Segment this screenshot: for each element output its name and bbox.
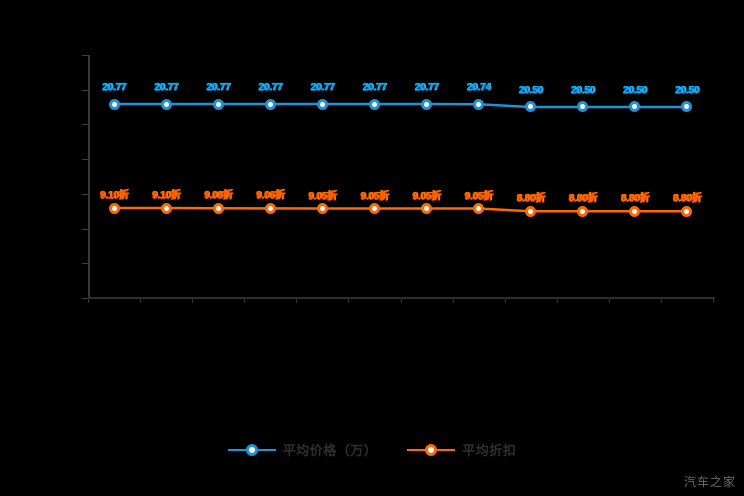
x-axis-tick [504, 299, 506, 303]
data-point-label: 20.77 [414, 82, 439, 93]
data-point-marker[interactable] [212, 98, 224, 110]
data-point-marker[interactable] [629, 101, 641, 113]
x-axis-tick [192, 299, 194, 303]
y-axis-tick [82, 55, 88, 56]
watermark: 汽车之家 [683, 475, 736, 489]
data-point-marker[interactable] [368, 98, 380, 110]
data-point-label: 8.80折 [672, 193, 702, 205]
data-point-marker[interactable] [681, 205, 693, 217]
y-axis-tick [82, 159, 88, 161]
legend-item-price[interactable]: 平均价格（万） [227, 440, 378, 459]
data-point-marker[interactable] [264, 202, 276, 214]
data-point-marker[interactable] [629, 205, 641, 217]
y-axis-tick [82, 263, 88, 265]
data-point-marker[interactable] [473, 98, 485, 110]
chart-legend: 平均价格（万） 平均折扣 [0, 440, 744, 459]
data-point-label: 20.74 [466, 82, 491, 94]
data-point-marker[interactable] [421, 203, 433, 215]
x-axis-tick [400, 299, 402, 303]
x-axis-tick [556, 299, 558, 303]
data-point-marker[interactable] [160, 202, 172, 214]
data-point-label: 20.77 [206, 82, 231, 93]
data-point-marker[interactable] [212, 202, 224, 214]
data-point-marker[interactable] [160, 98, 172, 110]
x-axis-tick [713, 299, 714, 303]
y-axis [88, 55, 90, 299]
data-point-label: 9.05折 [308, 190, 337, 202]
data-point-label: 8.80折 [620, 193, 650, 205]
x-axis-tick [140, 299, 142, 303]
data-point-label: 9.05折 [412, 190, 441, 202]
data-point-marker[interactable] [316, 98, 328, 110]
data-point-label: 20.50 [570, 84, 595, 96]
x-axis-tick [244, 299, 246, 303]
y-axis-tick [82, 193, 88, 195]
legend-item-discount[interactable]: 平均折扣 [407, 440, 516, 459]
data-point-label: 20.50 [518, 84, 543, 96]
data-point-marker[interactable] [368, 203, 380, 215]
data-point-label: 20.77 [310, 82, 335, 93]
x-axis-tick [348, 299, 350, 303]
data-point-marker[interactable] [264, 98, 276, 110]
data-point-marker[interactable] [681, 101, 693, 113]
x-axis-tick [608, 299, 610, 303]
data-point-label: 20.50 [622, 84, 647, 96]
legend-marker-price-icon [227, 442, 276, 458]
data-point-label: 9.05折 [464, 190, 493, 202]
data-point-marker[interactable] [577, 101, 589, 113]
x-axis-tick [452, 299, 454, 303]
data-point-label: 8.80折 [568, 193, 598, 205]
data-point-label: 9.08折 [203, 190, 233, 202]
data-point-label: 20.77 [154, 82, 179, 93]
data-point-label: 20.77 [362, 82, 387, 93]
data-point-label: 9.10折 [99, 190, 129, 201]
data-point-label: 9.10折 [151, 190, 181, 201]
line-series-discount [114, 206, 687, 213]
data-point-label: 20.77 [102, 82, 127, 93]
data-point-marker[interactable] [421, 98, 433, 110]
data-point-marker[interactable] [525, 205, 537, 217]
data-point-marker[interactable] [577, 205, 589, 217]
data-point-label: 9.05折 [360, 190, 389, 202]
legend-label-price: 平均价格（万） [282, 443, 378, 458]
x-axis [88, 297, 715, 299]
data-point-marker[interactable] [473, 203, 485, 215]
y-axis-tick [82, 298, 88, 299]
data-point-marker[interactable] [316, 203, 328, 215]
y-axis-tick [82, 124, 88, 126]
data-point-label: 9.06折 [256, 190, 285, 202]
line-series-price [114, 102, 687, 109]
data-point-label: 8.80折 [516, 193, 545, 205]
x-axis-tick [88, 299, 89, 303]
data-point-marker[interactable] [525, 101, 537, 113]
data-point-label: 20.77 [258, 82, 283, 93]
legend-marker-discount-icon [407, 442, 456, 458]
data-point-marker[interactable] [108, 202, 120, 214]
x-axis-tick [296, 299, 298, 303]
y-axis-tick [82, 228, 88, 230]
data-point-label: 20.50 [674, 84, 699, 96]
legend-label-discount: 平均折扣 [462, 443, 517, 458]
y-axis-tick [82, 89, 88, 91]
data-point-marker[interactable] [108, 98, 120, 110]
x-axis-tick [660, 299, 662, 303]
